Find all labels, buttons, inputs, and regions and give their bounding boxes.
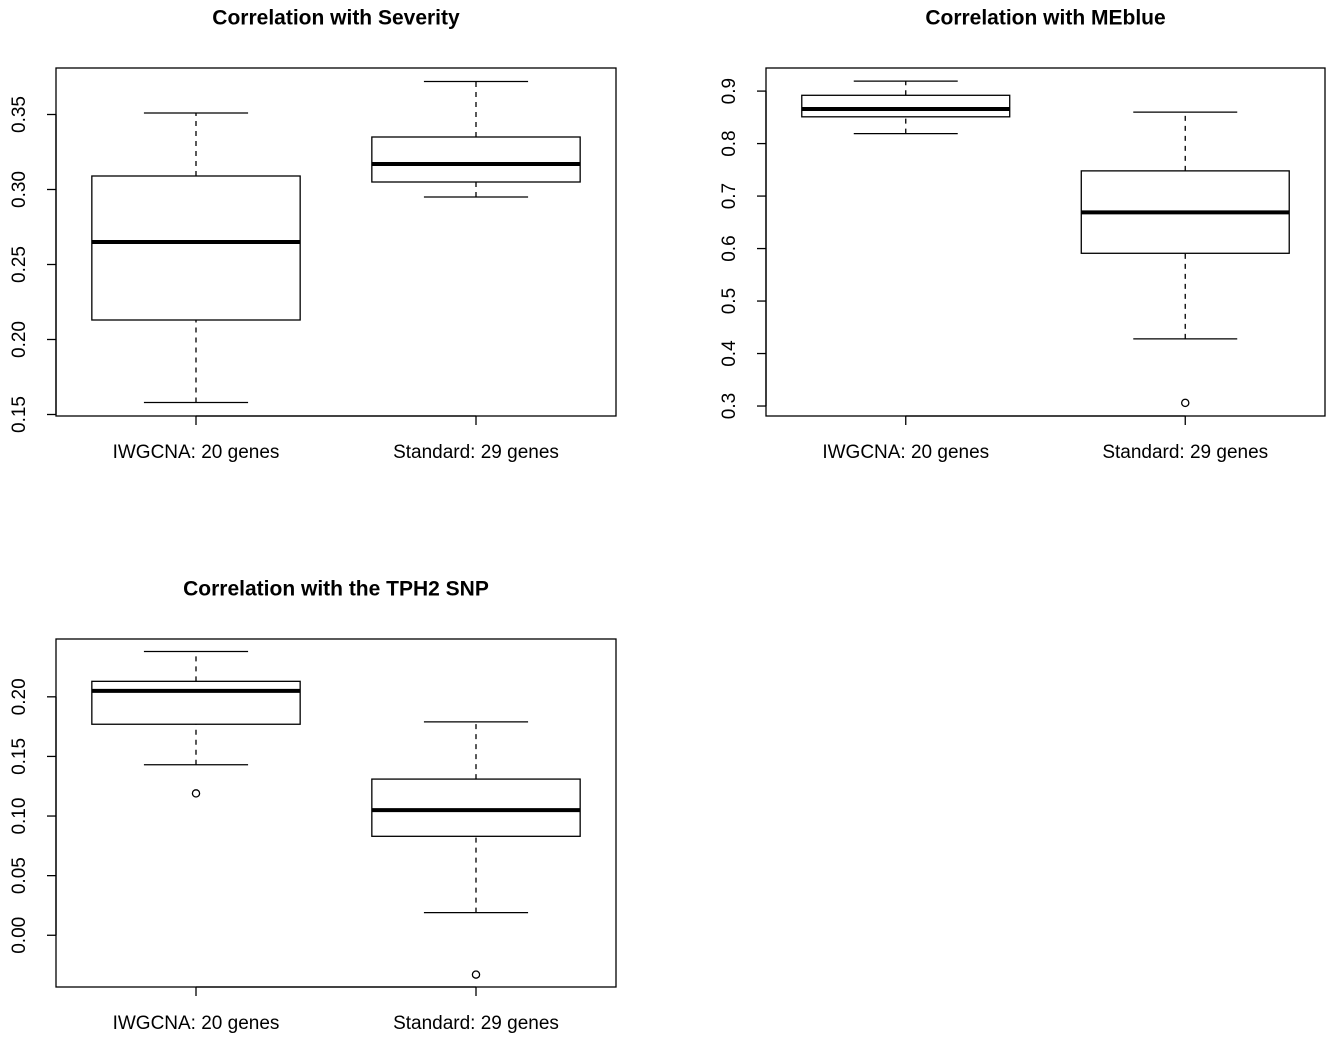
- outlier: [471, 970, 481, 979]
- chart-title: Correlation with the TPH2 SNP: [183, 578, 489, 601]
- chart-title: Correlation with MEblue: [925, 7, 1165, 30]
- y-tick-label: 0.3: [719, 393, 740, 419]
- box: [371, 136, 581, 183]
- x-tick-label: Standard: 29 genes: [1102, 442, 1268, 463]
- box: [91, 680, 301, 725]
- box: [801, 94, 1011, 118]
- x-tick-label: Standard: 29 genes: [393, 1013, 559, 1034]
- y-tick-label: 0.10: [9, 798, 30, 835]
- outlier: [191, 789, 201, 798]
- y-tick-label: 0.35: [9, 96, 30, 133]
- y-tick-label: 0.9: [719, 78, 740, 104]
- y-tick-label: 0.15: [9, 738, 30, 775]
- y-tick-label: 0.7: [719, 183, 740, 209]
- y-tick-label: 0.25: [9, 246, 30, 283]
- y-tick-label: 0.15: [9, 396, 30, 433]
- y-tick-label: 0.20: [9, 678, 30, 715]
- y-tick-label: 0.30: [9, 171, 30, 208]
- y-tick-label: 0.5: [719, 288, 740, 314]
- chart-title: Correlation with Severity: [212, 7, 460, 30]
- y-tick-label: 0.05: [9, 857, 30, 894]
- y-tick-label: 0.4: [719, 340, 740, 367]
- outlier: [1181, 398, 1190, 408]
- x-tick-label: Standard: 29 genes: [393, 442, 559, 463]
- y-tick-label: 0.6: [719, 235, 740, 261]
- x-tick-label: IWGCNA: 20 genes: [822, 442, 989, 463]
- y-tick-label: 0.00: [9, 917, 30, 954]
- y-tick-label: 0.8: [719, 130, 740, 156]
- x-tick-label: IWGCNA: 20 genes: [113, 1013, 280, 1034]
- x-tick-label: IWGCNA: 20 genes: [113, 442, 280, 463]
- box: [91, 175, 301, 321]
- y-tick-label: 0.20: [9, 321, 30, 358]
- box: [371, 778, 581, 837]
